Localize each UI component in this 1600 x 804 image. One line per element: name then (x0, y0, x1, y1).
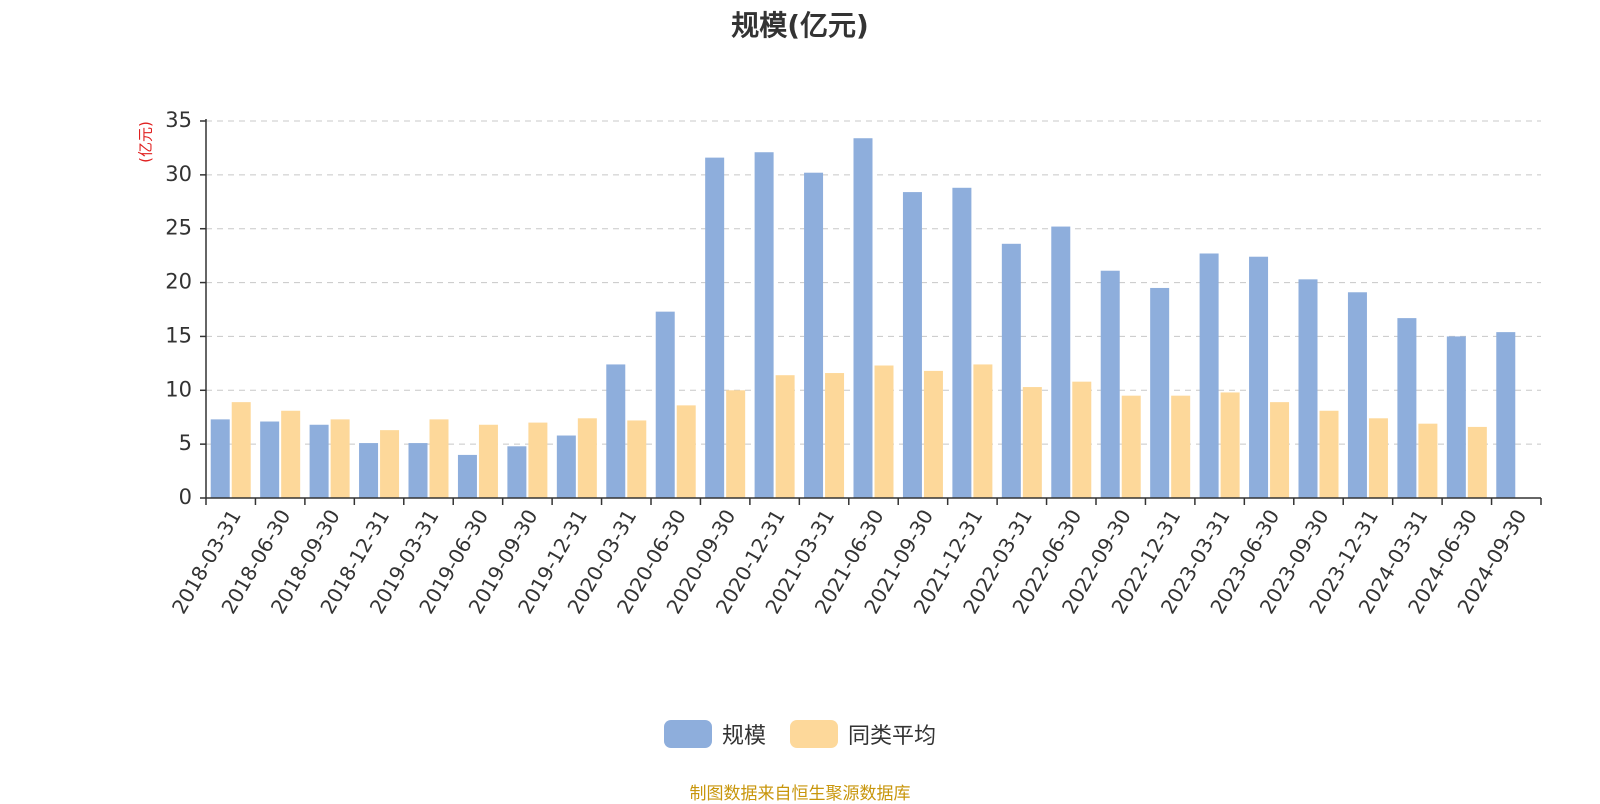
bar-scale-2019-03-31 (408, 443, 428, 498)
legend-item-peer-average[interactable]: 同类平均 (790, 718, 936, 750)
bar-scale-2018-09-30 (309, 424, 329, 498)
bar-scale-2023-09-30 (1298, 279, 1318, 498)
bar-peer-average-2018-12-31 (380, 430, 400, 498)
chart-title: 规模(亿元) (731, 9, 869, 42)
bar-peer-average-2023-12-31 (1368, 418, 1388, 498)
legend-label-scale: 规模 (721, 724, 766, 749)
bar-peer-average-2020-06-30 (676, 405, 696, 498)
bar-peer-average-2020-03-31 (627, 420, 647, 498)
y-tick-label-15: 15 (165, 323, 192, 347)
legend-swatch-scale (663, 720, 712, 748)
legend-label-peer-average: 同类平均 (848, 724, 937, 749)
bar-peer-average-2022-12-31 (1171, 395, 1191, 498)
bar-peer-average-2020-12-31 (775, 375, 795, 498)
bar-scale-2023-12-31 (1347, 292, 1367, 498)
y-axis-label: (亿元) (137, 121, 155, 163)
bar-scale-2021-12-31 (952, 187, 972, 499)
legend-swatch-peer-average (790, 720, 838, 748)
bar-scale-2020-12-31 (754, 152, 774, 499)
bars (210, 138, 1516, 499)
bar-scale-2019-06-30 (457, 454, 477, 498)
bar-scale-2021-03-31 (804, 172, 824, 498)
bar-peer-average-2022-09-30 (1121, 395, 1141, 498)
legend-item-scale[interactable]: 规模 (663, 718, 766, 750)
y-tick-label-0: 0 (179, 485, 192, 509)
bar-peer-average-2021-12-31 (973, 364, 993, 498)
bar-scale-2020-03-31 (606, 364, 626, 498)
axes: 051015202530352018-03-312018-06-302018-0… (165, 108, 1542, 618)
y-tick-label-30: 30 (165, 162, 192, 186)
bar-peer-average-2018-03-31 (231, 402, 251, 498)
bar-peer-average-2022-03-31 (1022, 387, 1042, 498)
bar-scale-2024-03-31 (1397, 318, 1417, 498)
bar-peer-average-2018-09-30 (330, 419, 350, 498)
bar-scale-2020-06-30 (655, 311, 675, 498)
bar-scale-2022-12-31 (1150, 287, 1170, 498)
bar-scale-2022-03-31 (1001, 243, 1021, 498)
bar-peer-average-2021-09-30 (923, 370, 943, 498)
bar-peer-average-2019-09-30 (528, 422, 548, 498)
bar-scale-2021-06-30 (853, 138, 873, 498)
y-tick-label-20: 20 (165, 270, 192, 294)
bar-peer-average-2021-06-30 (874, 365, 894, 498)
bar-peer-average-2019-12-31 (577, 418, 597, 498)
bar-scale-2019-09-30 (507, 446, 527, 498)
y-tick-label-10: 10 (165, 377, 192, 401)
bar-scale-2023-03-31 (1199, 253, 1219, 498)
source-note: 制图数据来自恒生聚源数据库 (689, 784, 911, 804)
bar-peer-average-2024-06-30 (1467, 426, 1487, 498)
bar-peer-average-2021-03-31 (825, 373, 845, 498)
legend: 规模 同类平均 (0, 718, 1600, 750)
bar-scale-2024-09-30 (1496, 332, 1516, 498)
bar-scale-2023-06-30 (1249, 256, 1269, 498)
grid-lines (206, 120, 1541, 445)
bar-peer-average-2019-03-31 (429, 419, 449, 498)
bar-peer-average-2023-09-30 (1319, 410, 1339, 498)
y-tick-label-25: 25 (165, 216, 192, 240)
y-tick-label-5: 5 (179, 431, 192, 455)
bar-scale-2024-06-30 (1446, 336, 1466, 498)
bar-scale-2022-06-30 (1051, 226, 1071, 498)
bar-scale-2020-09-30 (705, 157, 725, 498)
bar-peer-average-2022-06-30 (1072, 381, 1092, 498)
bar-scale-2018-12-31 (359, 443, 379, 498)
bar-scale-2018-03-31 (210, 419, 230, 498)
bar-peer-average-2019-06-30 (478, 424, 498, 498)
bar-peer-average-2020-09-30 (726, 390, 746, 498)
bar-scale-2021-09-30 (902, 192, 922, 498)
bar-peer-average-2018-06-30 (281, 410, 301, 498)
bar-peer-average-2024-03-31 (1418, 423, 1438, 498)
bar-scale-2022-09-30 (1100, 270, 1120, 498)
bar-peer-average-2023-06-30 (1270, 402, 1290, 498)
bar-scale-2019-12-31 (556, 435, 576, 498)
bar-peer-average-2023-03-31 (1220, 392, 1240, 498)
bar-scale-2018-06-30 (260, 421, 280, 498)
y-tick-label-35: 35 (165, 108, 192, 132)
